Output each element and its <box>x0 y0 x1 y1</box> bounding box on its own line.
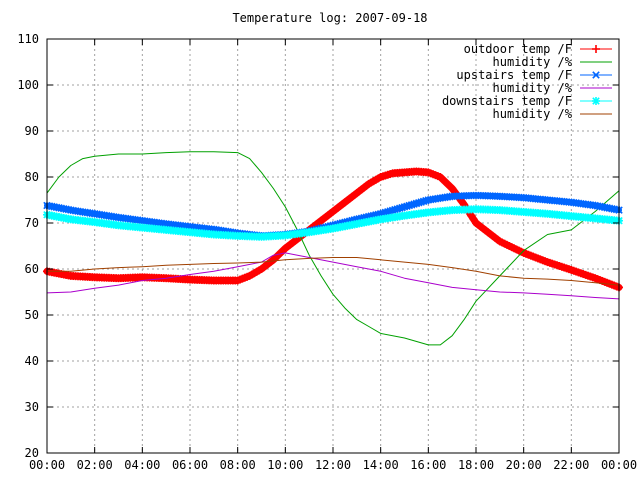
series-markers <box>43 167 623 292</box>
y-tick-label: 30 <box>25 400 39 414</box>
axis-ticks: 00:00 02:00 04:00 06:00 08:00 10:00 12:00 14:00… <box>17 32 637 472</box>
x-tick-label: 02:00 <box>77 458 113 472</box>
y-tick-label: 70 <box>25 216 39 230</box>
series-4 <box>43 205 623 241</box>
x-tick-label: 10:00 <box>267 458 303 472</box>
y-tick-label: 90 <box>25 124 39 138</box>
x-tick-label: 20:00 <box>506 458 542 472</box>
y-tick-label: 50 <box>25 308 39 322</box>
legend-label: upstairs temp /F <box>456 68 572 82</box>
y-tick-label: 80 <box>25 170 39 184</box>
y-tick-label: 20 <box>25 446 39 460</box>
x-tick-label: 12:00 <box>315 458 351 472</box>
chart-title: Temperature log: 2007-09-18 <box>232 11 427 25</box>
x-tick-label: 04:00 <box>124 458 160 472</box>
series-line <box>46 151 620 346</box>
x-tick-label: 18:00 <box>458 458 494 472</box>
y-tick-label: 60 <box>25 262 39 276</box>
legend-label: outdoor temp /F <box>464 42 572 56</box>
legend-label: humidity /% <box>493 107 573 121</box>
grid <box>47 39 619 453</box>
series-layer <box>43 151 623 346</box>
x-tick-label: 16:00 <box>410 458 446 472</box>
series-5 <box>46 257 620 286</box>
series-1 <box>46 151 620 346</box>
y-tick-label: 40 <box>25 354 39 368</box>
y-tick-label: 100 <box>17 78 39 92</box>
x-tick-label: 00:00 <box>601 458 637 472</box>
legend-label: humidity /% <box>493 55 573 69</box>
x-tick-label: 08:00 <box>220 458 256 472</box>
x-tick-label: 00:00 <box>29 458 65 472</box>
legend-label: downstairs temp /F <box>442 94 572 108</box>
series-0 <box>43 167 623 292</box>
series-line <box>46 252 620 300</box>
series-line <box>46 257 620 286</box>
series-markers <box>43 205 623 241</box>
x-tick-label: 14:00 <box>363 458 399 472</box>
x-tick-label: 06:00 <box>172 458 208 472</box>
legend-label: humidity /% <box>493 81 573 95</box>
y-tick-label: 110 <box>17 32 39 46</box>
x-tick-label: 22:00 <box>553 458 589 472</box>
series-3 <box>46 252 620 300</box>
